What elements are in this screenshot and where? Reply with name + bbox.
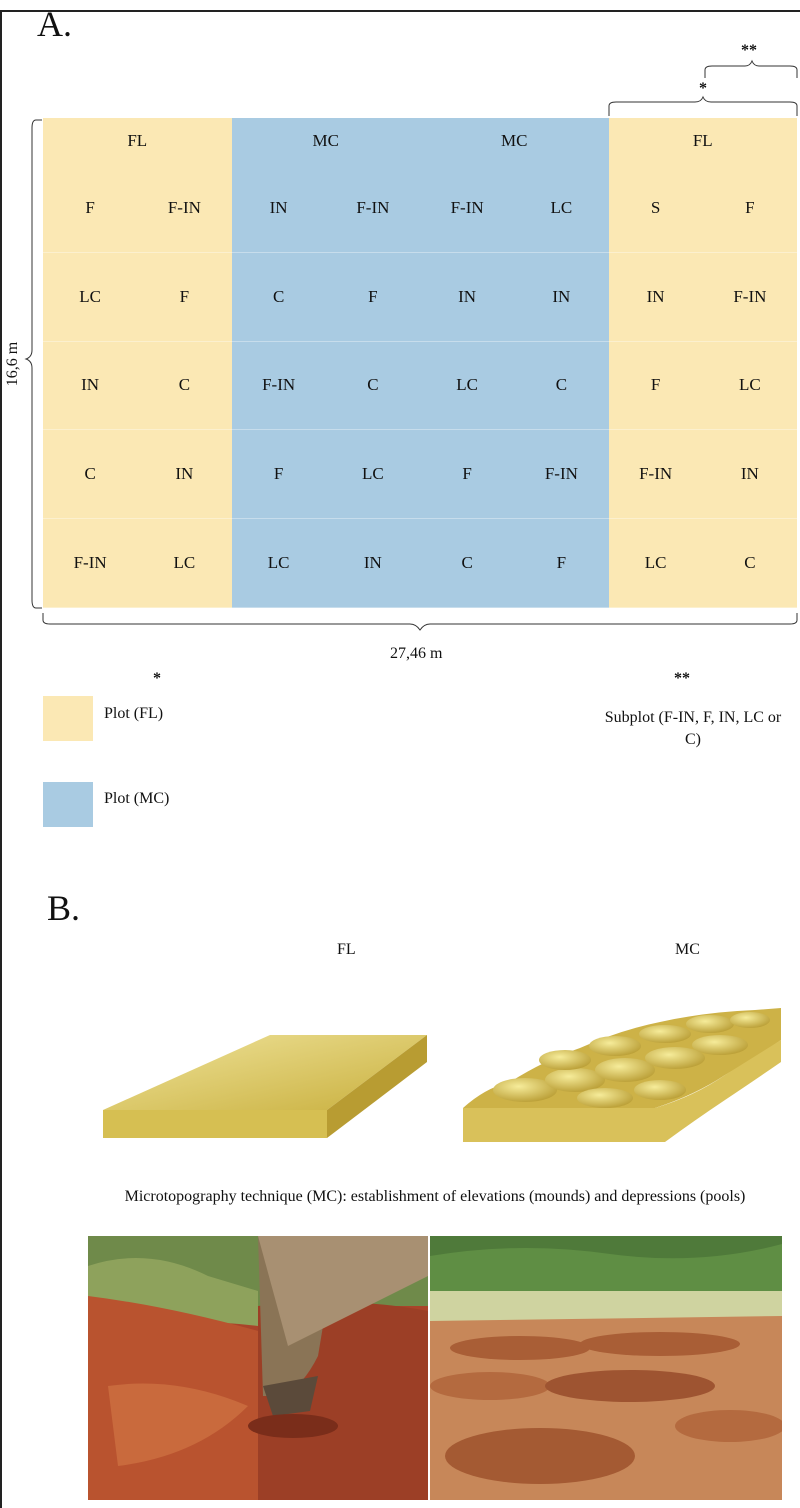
subplot-cell: F xyxy=(325,252,420,342)
subplot-cell: LC xyxy=(608,519,703,608)
slab-top xyxy=(103,1035,427,1110)
subplot-cell: F xyxy=(43,164,138,253)
legend-label-mc: Plot (MC) xyxy=(104,790,170,807)
subplot-cell: IN xyxy=(702,430,797,520)
subplot-cell: IN xyxy=(420,252,515,342)
subplot-cell: F-IN xyxy=(231,341,326,431)
subplot-legend-note: Subplot (F-IN, F, IN, LC or C) xyxy=(604,709,782,748)
plot-layout-grid: FL MC MC FL F F-IN IN F-IN F-IN LC S F L… xyxy=(43,118,797,608)
subplot-cell: F-IN xyxy=(702,252,797,342)
subplot-cell: IN xyxy=(608,252,703,342)
subplot-cell: F-IN xyxy=(137,164,232,253)
plot-header-mc-right: MC xyxy=(420,118,609,164)
plot-header-mc-left: MC xyxy=(231,118,420,164)
width-dimension-label: 27,46 m xyxy=(390,645,443,662)
subplot-cell: LC xyxy=(231,519,326,608)
height-brace xyxy=(24,119,42,609)
subplot-cell: F-IN xyxy=(514,430,609,520)
subplot-cell: F xyxy=(702,164,797,253)
mounds-field-photo xyxy=(430,1236,782,1500)
subplot-cell: IN xyxy=(325,519,420,608)
subplot-cell: C xyxy=(137,341,232,431)
subplot-cell: F xyxy=(420,430,515,520)
subplot-cell: F xyxy=(137,252,232,342)
plot-brace xyxy=(608,95,798,116)
subplot-cell: LC xyxy=(514,164,609,253)
subplot-cell: LC xyxy=(702,341,797,431)
excavator-scene xyxy=(88,1236,428,1500)
legend-plot-mark: * xyxy=(153,670,161,687)
subplot-cell: IN xyxy=(514,252,609,342)
plot-header-fl-right: FL xyxy=(608,118,797,164)
subplot-cell: C xyxy=(420,519,515,608)
mounds-field-scene xyxy=(430,1236,782,1500)
subplot-cell: C xyxy=(231,252,326,342)
panel-b-letter: B. xyxy=(47,888,81,928)
subplot-cell: LC xyxy=(325,430,420,520)
legend-subplot-mark: ** xyxy=(674,670,690,687)
subplot-cell: IN xyxy=(137,430,232,520)
legend-swatch-fl xyxy=(43,696,93,741)
top-braces xyxy=(608,59,798,116)
plot-brace-mark: * xyxy=(699,80,707,97)
subplot-cell: F-IN xyxy=(420,164,515,253)
subplot-cell: LC xyxy=(420,341,515,431)
slab-front xyxy=(103,1110,327,1138)
microtopography-title: MC xyxy=(675,941,700,958)
subplot-cell: F xyxy=(608,341,703,431)
flat-surface-title: FL xyxy=(337,941,356,958)
dimension-braces xyxy=(24,119,798,631)
legend-swatch-mc xyxy=(43,782,93,827)
flat-soil-illustration xyxy=(103,1035,427,1138)
mounded-soil-illustration xyxy=(463,1008,781,1142)
mound-bumps xyxy=(493,1012,770,1108)
legend-label-fl: Plot (FL) xyxy=(104,705,164,722)
subplot-cell: C xyxy=(325,341,420,431)
technique-caption: Microtopography technique (MC): establis… xyxy=(124,1188,746,1205)
subplot-cell: S xyxy=(608,164,703,253)
subplot-cell: C xyxy=(702,519,797,608)
subplot-cell: F xyxy=(231,430,326,520)
subplot-brace-mark: ** xyxy=(741,42,757,59)
subplot-cell: IN xyxy=(43,341,138,431)
frame-top-border xyxy=(0,10,800,12)
subplot-cell: C xyxy=(514,341,609,431)
subplot-cell: C xyxy=(43,430,138,520)
subplot-cell: F-IN xyxy=(608,430,703,520)
subplot-cell: LC xyxy=(43,252,138,342)
excavator-photo xyxy=(88,1236,428,1500)
height-dimension-label: 16,6 m xyxy=(4,341,21,387)
subplot-cell: F-IN xyxy=(325,164,420,253)
panel-a-letter: A. xyxy=(37,4,72,44)
frame-left-border xyxy=(0,10,2,1508)
subplot-brace xyxy=(704,59,798,78)
subplot-cell: F xyxy=(514,519,609,608)
subplot-cell: LC xyxy=(137,519,232,608)
width-brace xyxy=(42,613,798,631)
subplot-cell: IN xyxy=(231,164,326,253)
plot-header-fl-left: FL xyxy=(43,118,232,164)
subplot-cell: F-IN xyxy=(43,519,138,608)
mound-front xyxy=(463,1040,781,1142)
slab-side xyxy=(327,1035,427,1138)
